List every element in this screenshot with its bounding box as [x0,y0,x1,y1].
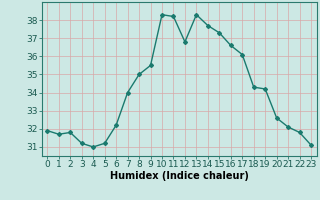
X-axis label: Humidex (Indice chaleur): Humidex (Indice chaleur) [110,171,249,181]
